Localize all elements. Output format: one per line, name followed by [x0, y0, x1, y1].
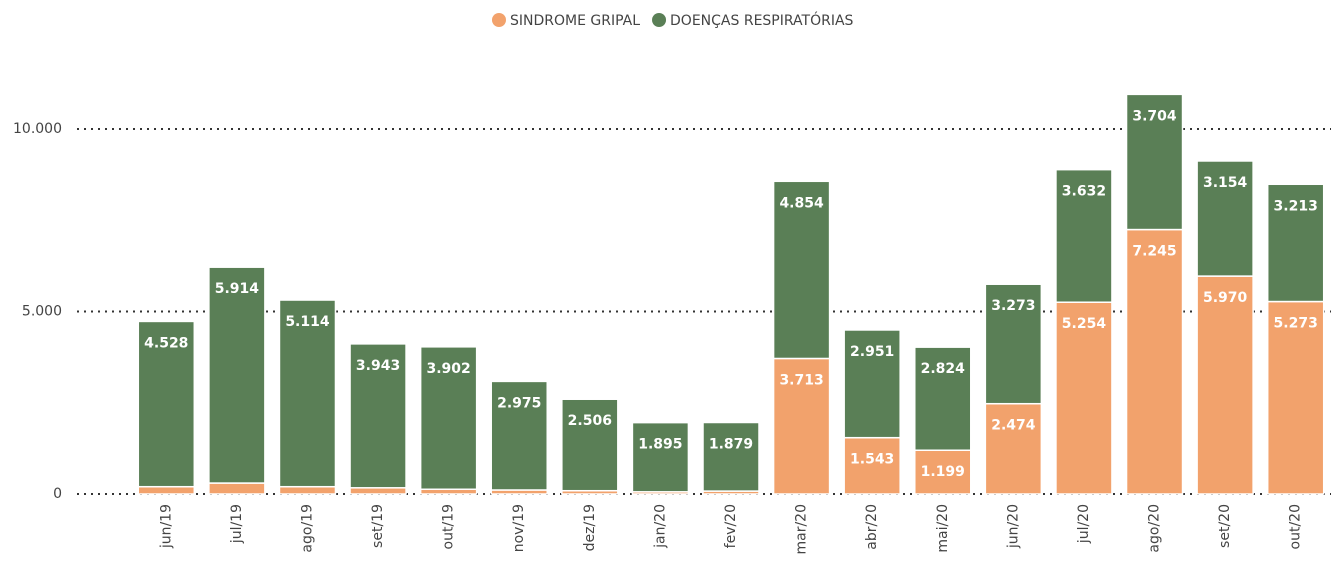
- bar-segment: [1196, 160, 1254, 277]
- data-label: 4.528: [144, 335, 188, 351]
- data-label: 1.543: [850, 452, 894, 468]
- data-label: 1.895: [638, 437, 682, 453]
- x-tick-label: ago/20: [1147, 504, 1163, 553]
- bar-segment: [208, 266, 266, 484]
- bar-segment: [1055, 301, 1113, 495]
- x-tick-label: set/19: [370, 504, 386, 548]
- data-label: 3.704: [1132, 108, 1177, 124]
- data-label: 5.114: [285, 314, 330, 330]
- bar-segment: [1196, 275, 1254, 495]
- bar-segment: [137, 485, 196, 495]
- bar-segment: [843, 329, 901, 439]
- x-tick-label: set/20: [1217, 504, 1233, 548]
- data-label: 5.254: [1062, 316, 1107, 332]
- x-tick-label: fev/20: [723, 504, 739, 548]
- bar-segment: [419, 346, 478, 491]
- x-tick-label: jul/19: [229, 504, 245, 544]
- data-label: 5.970: [1203, 290, 1248, 306]
- x-tick-label: abr/20: [864, 504, 880, 550]
- data-label: 1.879: [709, 436, 753, 452]
- bar-segment: [984, 283, 1043, 405]
- bar-segment: [349, 343, 407, 489]
- data-label: 5.273: [1274, 316, 1318, 332]
- data-label: 2.975: [497, 395, 541, 411]
- bar-segment: [772, 357, 831, 495]
- x-tick-label: dez/19: [582, 504, 598, 551]
- y-tick-label: 5.000: [22, 304, 62, 320]
- y-tick-label: 0: [53, 486, 62, 502]
- x-tick-label: mai/20: [935, 504, 951, 553]
- bar-segment: [278, 299, 337, 488]
- bar-segment: [349, 487, 407, 495]
- data-label: 3.213: [1274, 198, 1318, 214]
- bar-segment: [702, 421, 760, 492]
- data-label: 1.199: [921, 464, 965, 480]
- x-tick-label: nov/19: [511, 504, 527, 552]
- bar-segment: [561, 398, 619, 492]
- x-tick-label: out/20: [1288, 504, 1304, 549]
- data-label: 3.632: [1062, 184, 1106, 200]
- x-tick-label: mar/20: [794, 504, 810, 555]
- bar-segment: [1125, 93, 1184, 231]
- bar-segment: [490, 380, 548, 491]
- legend-label: DOENÇAS RESPIRATÓRIAS: [670, 11, 853, 29]
- data-label: 7.245: [1132, 244, 1176, 260]
- data-label: 3.902: [426, 361, 470, 377]
- bar-segment: [278, 485, 337, 495]
- data-label: 4.854: [779, 195, 824, 211]
- data-label: 3.943: [356, 358, 400, 374]
- bar-segment: [1266, 300, 1325, 495]
- x-tick-label: jan/20: [652, 504, 668, 549]
- bar-segment: [631, 421, 690, 493]
- legend-label: SINDROME GRIPAL: [510, 13, 640, 29]
- data-label: 2.951: [850, 344, 894, 360]
- data-label: 3.713: [779, 372, 823, 388]
- legend-marker: [492, 13, 506, 27]
- bar-segment: [1125, 228, 1184, 495]
- bar-segment: [843, 436, 901, 495]
- y-tick-label: 10.000: [13, 121, 62, 137]
- x-tick-label: jun/19: [158, 504, 174, 549]
- bar-segment: [914, 449, 972, 495]
- bar-segment: [208, 482, 266, 495]
- data-label: 2.824: [921, 361, 966, 377]
- bar-segment: [1055, 168, 1113, 303]
- bar-segment: [137, 320, 196, 488]
- bar-segment: [772, 180, 831, 360]
- legend-marker: [652, 13, 667, 27]
- x-tick-label: jun/20: [1005, 504, 1021, 549]
- bar-segment: [914, 346, 972, 451]
- data-label: 3.273: [991, 298, 1035, 314]
- data-label: 2.506: [568, 413, 612, 429]
- data-label: 3.154: [1203, 175, 1248, 191]
- data-label: 5.914: [215, 281, 260, 297]
- bar-segment: [1266, 183, 1325, 303]
- x-tick-label: out/19: [441, 504, 457, 549]
- x-tick-label: ago/19: [299, 504, 315, 553]
- data-label: 2.474: [991, 418, 1036, 434]
- bar-segment: [984, 402, 1043, 495]
- x-tick-label: jul/20: [1076, 504, 1092, 544]
